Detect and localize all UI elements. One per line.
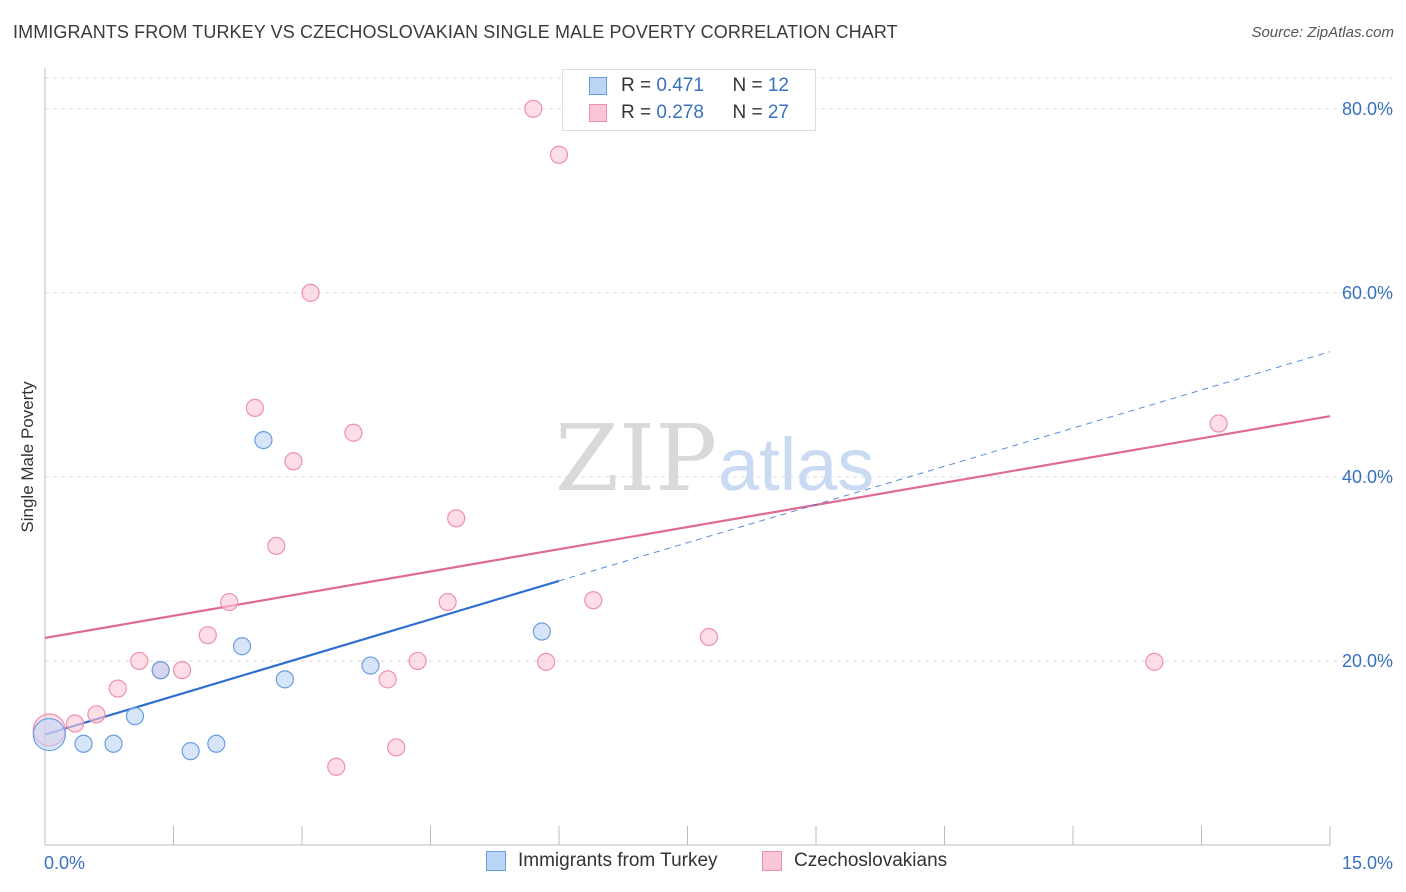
point-czech xyxy=(537,652,556,671)
point-czech xyxy=(220,592,239,612)
point-turkey xyxy=(32,717,66,752)
point-czech xyxy=(378,670,397,689)
r-value: 0.471 xyxy=(656,75,704,96)
stats-legend: R = 0.471 N = 12 R = 0.278 N = 27 xyxy=(562,69,816,131)
n-value: 12 xyxy=(767,75,789,96)
x-tick-label-min: 0.0% xyxy=(44,853,85,873)
watermark-zip: ZIP xyxy=(555,405,717,512)
point-czech xyxy=(108,679,127,698)
legend-item-turkey[interactable]: Immigrants from Turkey xyxy=(486,850,718,872)
legend-label-turkey: Immigrants from Turkey xyxy=(518,850,718,871)
point-czech xyxy=(387,738,406,757)
legend-swatch-pink xyxy=(589,104,607,122)
point-czech xyxy=(172,661,192,680)
x-tick-label-max: 15.0% xyxy=(1342,853,1393,873)
series-legend: Immigrants from Turkey Czechoslovakians xyxy=(0,850,1406,880)
point-czech xyxy=(699,627,719,647)
point-czech xyxy=(1145,652,1164,671)
point-czech xyxy=(327,757,346,776)
point-czech xyxy=(198,626,217,645)
point-turkey xyxy=(275,670,294,689)
source-label: Source: ZipAtlas.com xyxy=(1251,24,1394,41)
y-tick-label: 60.0% xyxy=(1342,283,1393,303)
point-czech xyxy=(65,714,85,733)
r-value: 0.278 xyxy=(656,102,704,123)
legend-swatch-blue xyxy=(589,77,607,95)
point-czech xyxy=(447,509,466,528)
point-turkey xyxy=(532,622,551,641)
point-turkey xyxy=(151,661,170,680)
n-value: 27 xyxy=(767,102,789,123)
point-turkey xyxy=(104,734,123,753)
r-label: R = xyxy=(621,75,657,96)
trend-line-czech xyxy=(44,415,1331,640)
legend-swatch-pink xyxy=(762,851,782,871)
trend-line-turkey-extension xyxy=(558,351,1331,582)
r-label: R = xyxy=(621,102,657,123)
point-czech xyxy=(87,705,106,724)
point-czech xyxy=(344,423,363,442)
point-czech xyxy=(549,145,569,164)
point-czech xyxy=(130,651,149,671)
legend-item-czech[interactable]: Czechoslovakians xyxy=(762,850,947,872)
watermark-atlas: atlas xyxy=(718,423,874,506)
n-label: N = xyxy=(732,75,768,96)
point-turkey xyxy=(181,742,200,761)
point-czech xyxy=(438,592,457,612)
tick-labels: 20.0% 40.0% 60.0% 80.0% 0.0% 15.0% xyxy=(44,99,1393,873)
point-czech xyxy=(524,99,543,118)
gridlines xyxy=(45,77,1392,662)
point-turkey xyxy=(125,707,145,726)
point-czech xyxy=(284,452,303,471)
point-turkey xyxy=(254,430,273,450)
point-turkey xyxy=(74,734,93,753)
y-tick-label: 20.0% xyxy=(1342,651,1393,671)
point-turkey xyxy=(361,656,380,675)
trend-line-turkey xyxy=(44,579,560,736)
point-turkey xyxy=(207,734,226,753)
point-turkey xyxy=(232,637,252,656)
n-label: N = xyxy=(732,102,768,123)
point-czech xyxy=(267,536,286,556)
legend-swatch-blue xyxy=(486,851,506,871)
chart-title: IMMIGRANTS FROM TURKEY VS CZECHOSLOVAKIA… xyxy=(13,22,898,42)
point-czech xyxy=(1209,414,1228,433)
data-points xyxy=(32,99,1228,776)
y-tick-label: 80.0% xyxy=(1342,99,1393,119)
point-czech xyxy=(301,283,320,302)
watermark: ZIP atlas xyxy=(555,405,874,512)
point-czech xyxy=(584,591,603,610)
point-czech xyxy=(408,651,427,671)
point-czech xyxy=(245,398,264,417)
legend-label-czech: Czechoslovakians xyxy=(794,850,948,871)
y-tick-label: 40.0% xyxy=(1342,467,1393,487)
